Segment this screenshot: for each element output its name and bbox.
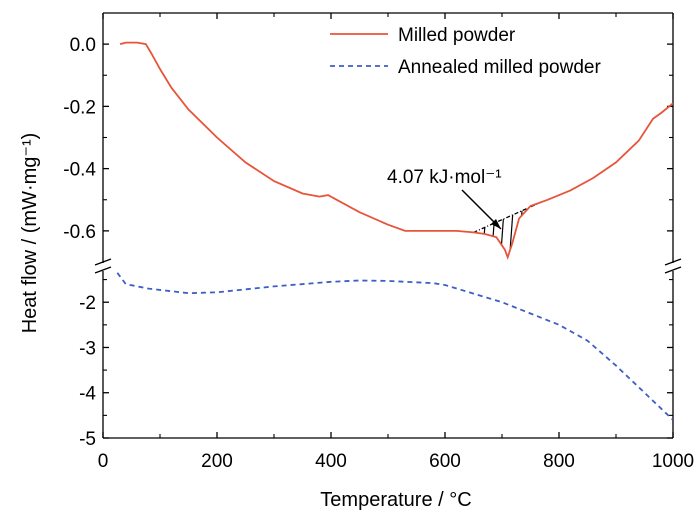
hatch-line (563, 162, 571, 273)
x-tick-label: 600 (429, 451, 461, 472)
axis-break-marks (94, 258, 682, 274)
hatch-line (572, 162, 580, 273)
axis-break-right-2 (664, 266, 682, 274)
x-axis-title: Temperature / °C (320, 489, 471, 511)
series-line-milled-powder (119, 41, 673, 261)
hatch-line (534, 201, 542, 258)
hatch-line (507, 201, 518, 258)
x-tick-label: 1000 (652, 451, 694, 472)
y-tick-label-upper: -0.4 (63, 160, 96, 181)
axis-tick-labels: 0 200 400 600 800 1000 0.0 -0.2 -0.4 -0.6 -2 -3 -4 -5 (63, 35, 694, 472)
y-tick-label-lower: -5 (79, 429, 96, 450)
hatch-line (545, 162, 553, 273)
hatch-line (554, 162, 562, 273)
peak-baseline (473, 201, 543, 234)
axis-break-left-2 (94, 266, 112, 274)
x-tick-label: 800 (543, 451, 575, 472)
axis-break-right-1 (664, 258, 682, 266)
annotation-arrow-head (491, 219, 501, 229)
axis-break-left-1 (94, 258, 112, 266)
peak-annotation-label: 4.07 kJ·mol⁻¹ (387, 167, 502, 188)
series-line-annealed-milled-powder (116, 272, 673, 421)
hatch-line (525, 201, 536, 258)
legend-label-milled-powder: Milled powder (398, 25, 516, 46)
legend-label-annealed-milled-powder: Annealed milled powder (398, 57, 601, 78)
x-tick-label: 200 (201, 451, 233, 472)
y-tick-label-upper: 0.0 (70, 35, 96, 56)
y-tick-label-lower: -4 (79, 384, 96, 405)
y-tick-label-lower: -2 (79, 293, 96, 314)
x-tick-label: 0 (98, 451, 109, 472)
y-tick-label-lower: -3 (79, 338, 96, 359)
x-tick-label: 400 (315, 451, 347, 472)
y-tick-label-upper: -0.2 (63, 97, 96, 118)
hatch-line (516, 201, 527, 258)
legend: Milled powder Annealed milled powder (330, 25, 601, 78)
y-tick-label-upper: -0.6 (63, 222, 96, 243)
y-axis-title: Heat flow / (mW·mg⁻¹) (19, 133, 41, 334)
